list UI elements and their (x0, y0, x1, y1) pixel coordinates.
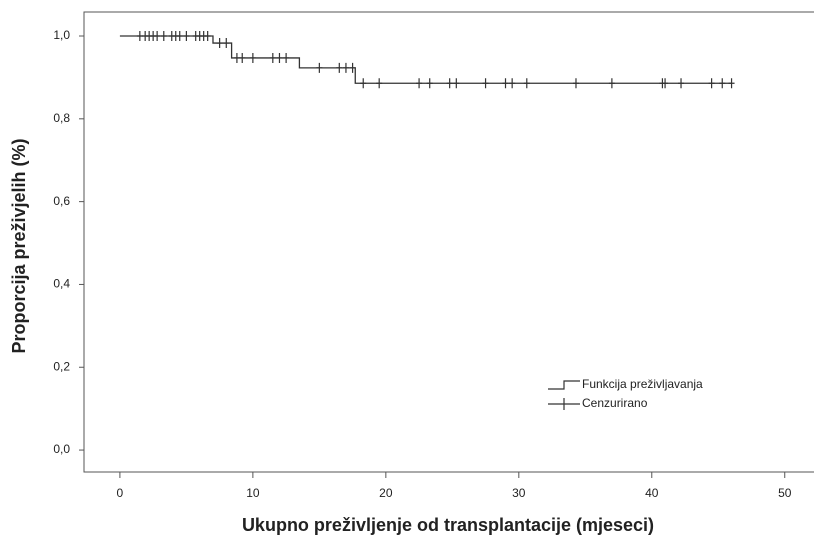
censor-mark (336, 62, 343, 73)
censor-mark (708, 78, 715, 89)
legend-label: Funkcija preživljavanja (582, 377, 703, 391)
censor-mark (223, 38, 230, 49)
censor-mark (608, 78, 615, 89)
censor-mark (136, 31, 143, 42)
censor-mark (376, 78, 383, 89)
y-tick-label: 0,2 (53, 359, 70, 373)
censor-mark (276, 52, 283, 63)
x-tick-label: 40 (645, 486, 659, 500)
x-tick-label: 30 (512, 486, 526, 500)
censor-mark (482, 78, 489, 89)
legend-swatch (548, 398, 580, 410)
censor-mark (183, 31, 190, 42)
censor-mark (239, 52, 246, 63)
x-tick-label: 20 (379, 486, 393, 500)
censor-mark (509, 78, 516, 89)
y-tick-label: 0,8 (53, 111, 70, 125)
censor-mark (416, 78, 423, 89)
y-axis-title: Proporcija preživjelih (%) (9, 138, 29, 353)
censor-mark (453, 78, 460, 89)
censor-mark (360, 78, 367, 89)
censor-mark (502, 78, 509, 89)
censor-mark (523, 78, 530, 89)
plot-frame (83, 11, 814, 473)
y-tick-label: 0,4 (53, 277, 70, 291)
censor-mark (342, 62, 349, 73)
y-tick-label: 0,0 (53, 442, 70, 456)
censor-mark (572, 78, 579, 89)
legend-swatch (548, 380, 580, 390)
x-tick-label: 0 (117, 486, 124, 500)
censor-mark (349, 62, 356, 73)
censor-mark (719, 78, 726, 89)
censor-mark (269, 52, 276, 63)
censor-mark (446, 78, 453, 89)
censor-mark (176, 31, 183, 42)
x-tick-label: 10 (246, 486, 260, 500)
censor-mark (160, 31, 167, 42)
censor-mark (283, 52, 290, 63)
censor-mark (662, 78, 669, 89)
censor-mark (154, 31, 161, 42)
censor-mark (233, 52, 240, 63)
censor-mark (316, 62, 323, 73)
censor-mark (678, 78, 685, 89)
survival-curve (119, 35, 732, 84)
y-tick-label: 1,0 (53, 28, 70, 42)
censor-mark (204, 31, 211, 42)
x-tick-label: 50 (778, 486, 792, 500)
legend-label: Cenzurirano (582, 396, 648, 410)
censor-mark (249, 52, 256, 63)
censor-mark (216, 38, 223, 49)
y-tick-label: 0,6 (53, 194, 70, 208)
x-axis-title: Ukupno preživljenje od transplantacije (… (242, 515, 654, 535)
censor-mark (728, 78, 735, 89)
censor-mark (426, 78, 433, 89)
